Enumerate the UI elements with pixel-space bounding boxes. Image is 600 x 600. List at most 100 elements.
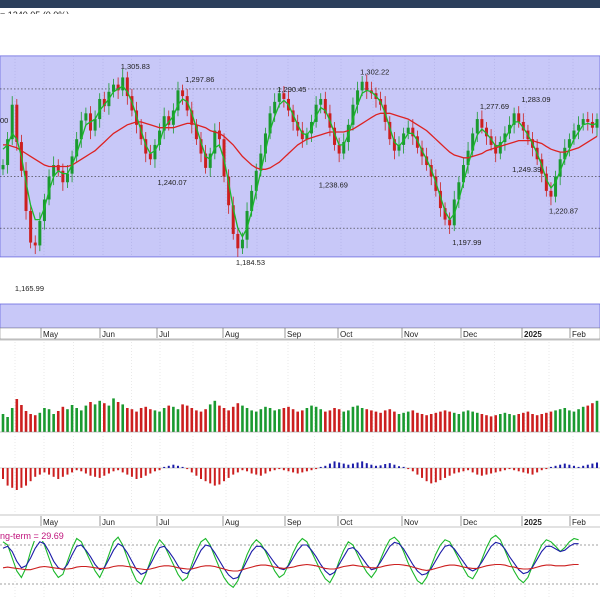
candle-body bbox=[475, 119, 479, 134]
histogram-bar bbox=[11, 468, 14, 488]
histogram-bar bbox=[186, 468, 189, 470]
axis-label: Dec bbox=[463, 330, 477, 339]
volume-bar bbox=[227, 410, 230, 432]
volume-bar bbox=[439, 411, 442, 432]
volume-bar bbox=[342, 411, 346, 432]
volume-bar bbox=[397, 414, 401, 432]
oscillator-line bbox=[2, 534, 579, 589]
histogram-bar bbox=[513, 468, 516, 471]
histogram-bar bbox=[176, 465, 179, 468]
oscillator-line bbox=[2, 541, 579, 580]
volume-bar bbox=[52, 414, 55, 432]
axis-label: Sep bbox=[287, 330, 302, 339]
volume-bar bbox=[485, 415, 488, 432]
volume-bar bbox=[139, 408, 143, 432]
histogram-bar bbox=[305, 468, 308, 472]
price-peak-label: 1,290.45 bbox=[277, 85, 306, 94]
candle-body bbox=[300, 130, 304, 140]
histogram-bar bbox=[554, 465, 557, 468]
histogram-bar bbox=[374, 465, 377, 468]
candle-body bbox=[471, 133, 475, 151]
histogram-bar bbox=[236, 468, 239, 473]
volume-bar bbox=[420, 414, 424, 432]
axis-label: Sep bbox=[287, 518, 302, 527]
volume-bar bbox=[79, 410, 83, 432]
candle-body bbox=[457, 182, 461, 200]
volume-bar bbox=[204, 409, 207, 432]
histogram-bar bbox=[480, 468, 483, 476]
candle-body bbox=[567, 139, 571, 148]
axis-label: Jul bbox=[159, 330, 169, 339]
volume-bar bbox=[264, 406, 267, 432]
histogram-bar bbox=[586, 464, 589, 468]
candle-body bbox=[254, 170, 258, 191]
histogram-bar bbox=[365, 463, 368, 468]
histogram-bar bbox=[195, 468, 198, 476]
candle-body bbox=[121, 77, 125, 91]
histogram-bar bbox=[471, 468, 474, 473]
volume-bar bbox=[47, 409, 51, 432]
candle-body bbox=[392, 139, 396, 151]
volume-bar bbox=[107, 405, 111, 432]
histogram-grid bbox=[14, 436, 574, 512]
histogram-bar bbox=[333, 461, 336, 468]
candle-body bbox=[577, 124, 581, 131]
histogram-bar bbox=[29, 468, 32, 482]
candle-body bbox=[116, 84, 120, 91]
candle-body bbox=[236, 233, 240, 249]
candle-body bbox=[190, 110, 194, 125]
ma-fast-line bbox=[2, 85, 598, 239]
volume-bar bbox=[241, 405, 244, 432]
histogram-bar bbox=[425, 468, 428, 482]
candle-body bbox=[250, 190, 254, 211]
volume-bar bbox=[126, 408, 129, 432]
price-peak-label: 1,283.09 bbox=[521, 95, 550, 104]
histogram-bar bbox=[130, 468, 133, 477]
candle-body bbox=[176, 90, 180, 111]
volume-bar bbox=[162, 408, 166, 432]
axis-label: Dec bbox=[463, 518, 477, 527]
price-peak-label: 1,297.86 bbox=[185, 75, 214, 84]
histogram-bar bbox=[545, 468, 548, 470]
volume-bar bbox=[324, 411, 327, 432]
histogram-bar bbox=[126, 468, 129, 475]
volume-bar bbox=[153, 410, 157, 432]
histogram-bar bbox=[149, 468, 152, 474]
volume-bar bbox=[581, 406, 585, 432]
histogram-bar bbox=[121, 468, 124, 473]
price-grid bbox=[14, 55, 574, 257]
histogram-bar bbox=[572, 465, 575, 468]
histogram-bar bbox=[135, 468, 138, 479]
top-left-tick: 00 bbox=[0, 116, 8, 125]
histogram-bar bbox=[315, 468, 318, 470]
volume-bar bbox=[181, 404, 184, 432]
volume-bar bbox=[61, 406, 65, 432]
scroll-bar-bg bbox=[0, 303, 600, 329]
histogram-bar bbox=[434, 468, 437, 483]
oscillator-grid bbox=[14, 530, 574, 598]
candle-body bbox=[93, 119, 97, 131]
time-axis-top: May Jun Jul Aug Sep Oct Nov Dec 2025 Feb bbox=[40, 328, 586, 339]
axis-label: Nov bbox=[404, 330, 418, 339]
candle-body bbox=[319, 98, 323, 105]
volume-bar bbox=[208, 404, 212, 432]
volume-bar bbox=[535, 415, 539, 432]
histogram-bar bbox=[398, 466, 400, 468]
candle-body bbox=[102, 98, 106, 107]
price-peak-label: 1,197.99 bbox=[452, 238, 481, 247]
candle-body bbox=[65, 173, 69, 183]
volume-bar bbox=[416, 412, 419, 432]
volume-bar bbox=[554, 410, 557, 432]
histogram-bar bbox=[204, 468, 207, 482]
volume-bar bbox=[296, 411, 299, 432]
volume-bar bbox=[388, 409, 392, 432]
candle-body bbox=[148, 153, 152, 160]
histogram-bar bbox=[38, 468, 41, 475]
histogram-bar bbox=[6, 468, 9, 486]
histogram-bar bbox=[508, 468, 511, 470]
histogram-bar bbox=[218, 468, 221, 485]
candle-body bbox=[448, 219, 452, 226]
histogram-bar bbox=[517, 468, 520, 472]
volume-bar bbox=[190, 408, 194, 432]
candle-body bbox=[517, 113, 521, 122]
